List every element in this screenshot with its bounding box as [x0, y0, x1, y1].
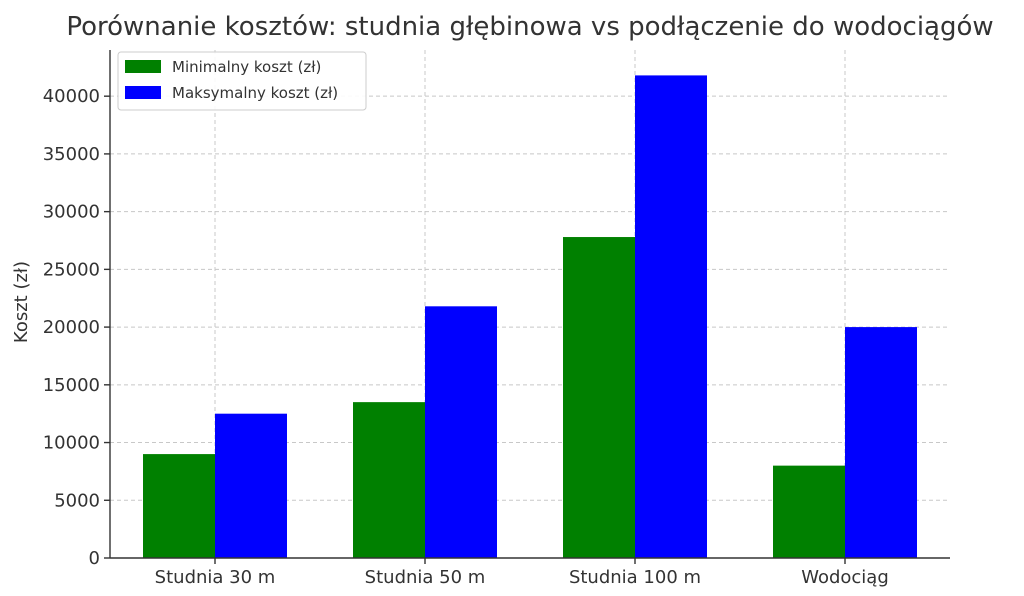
bar-max-3	[635, 75, 707, 559]
y-tick-label: 30000	[43, 202, 100, 223]
y-tick-label: 25000	[43, 259, 100, 280]
bar-max-4	[845, 327, 917, 558]
legend-swatch	[125, 60, 161, 73]
y-tick-label: 35000	[43, 144, 100, 165]
legend-swatch	[125, 86, 161, 99]
legend-label: Minimalny koszt (zł)	[172, 58, 321, 76]
y-tick-label: 5000	[54, 490, 100, 511]
x-tick-label: Studnia 30 m	[155, 567, 276, 588]
bar-min-2	[353, 402, 425, 558]
y-tick-label: 10000	[43, 433, 100, 454]
bar-min-1	[143, 454, 215, 558]
y-tick-label: 0	[89, 548, 100, 569]
y-tick-label: 15000	[43, 375, 100, 396]
legend-box	[117, 51, 367, 111]
bar-min-4	[773, 465, 845, 558]
bar-max-2	[425, 306, 497, 558]
y-tick-label: 20000	[43, 317, 100, 338]
legend: Minimalny koszt (zł) Maksymalny koszt (zł…	[117, 51, 367, 111]
x-tick-label: Studnia 100 m	[569, 567, 701, 588]
axes: 0 5000 10000 15000 20000 25000 30000 35000 40000…	[43, 50, 950, 588]
x-tick-label: Studnia 50 m	[365, 567, 486, 588]
x-tick-label: Wodociąg	[801, 567, 889, 588]
y-tick-label: 40000	[43, 86, 100, 107]
bar-max-1	[215, 413, 287, 558]
bars	[143, 75, 917, 559]
chart-title: Porównanie kosztów: studnia głębinowa vs…	[66, 12, 993, 42]
bar-min-3	[563, 237, 635, 558]
legend-label: Maksymalny koszt (zł)	[172, 84, 338, 102]
y-axis-label: Koszt (zł)	[11, 261, 32, 343]
